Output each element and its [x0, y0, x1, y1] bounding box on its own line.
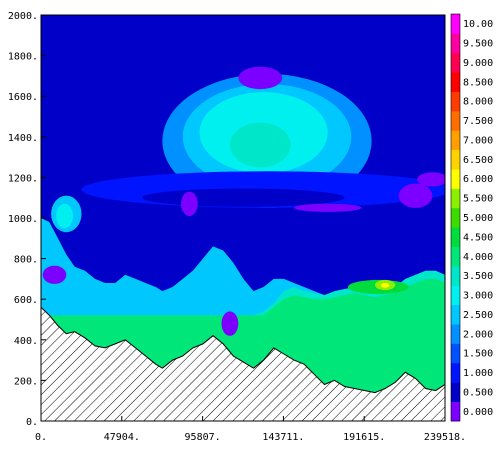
- contour-region-16: [380, 283, 390, 288]
- y-tick-label: 200.: [14, 376, 38, 387]
- colorbar-swatch: [451, 207, 460, 228]
- y-tick-label: 600.: [14, 295, 38, 306]
- contour-region-6: [294, 203, 362, 212]
- contour-region-7: [398, 183, 433, 208]
- contour-region-9: [181, 191, 198, 216]
- x-tick-label: 143711.: [262, 432, 304, 443]
- colorbar-label: 3.000: [463, 291, 493, 302]
- contour-region-3: [229, 122, 291, 168]
- colorbar-swatch: [451, 227, 460, 247]
- colorbar-label: 3.500: [463, 271, 493, 282]
- colorbar-swatch: [451, 72, 460, 92]
- y-tick-label: 1200.: [8, 173, 38, 184]
- x-tick-label: 239518.: [424, 432, 466, 443]
- colorbar-swatch: [451, 246, 460, 267]
- x-tick-label: 0.: [35, 432, 47, 443]
- colorbar-swatch: [451, 169, 460, 189]
- colorbar-label: 6.000: [463, 174, 493, 185]
- y-tick-label: 800.: [14, 255, 38, 266]
- y-tick-label: 1600.: [8, 92, 38, 103]
- colorbar-label: 9.500: [463, 39, 493, 50]
- colorbar-label: 7.500: [463, 116, 493, 127]
- colorbar-label: 2.500: [463, 310, 493, 321]
- x-tick-label: 47904.: [104, 432, 140, 443]
- colorbar-swatch: [451, 285, 460, 306]
- colorbar-label: 4.500: [463, 232, 493, 243]
- colorbar-swatch: [451, 33, 460, 54]
- colorbar-label: 4.000: [463, 252, 493, 263]
- colorbar-swatch: [451, 382, 460, 402]
- x-axis: 0. 47904. 95807. 143711. 191615. 239518.: [35, 416, 466, 443]
- contour-region-10: [42, 265, 67, 284]
- colorbar-label: 5.000: [463, 213, 493, 224]
- y-tick-label: 400.: [14, 336, 38, 347]
- colorbar-label: 1.000: [463, 368, 493, 379]
- colorbar-label: 1.500: [463, 349, 493, 360]
- colorbar-swatch: [451, 52, 460, 73]
- colorbar-label: 8.500: [463, 77, 493, 88]
- colorbar-swatch: [451, 401, 460, 422]
- contour-region-12: [238, 66, 283, 90]
- contour-region-13: [159, 15, 200, 48]
- colorbar: 0.000 0.500 1.000 1.500 2.000 2.500 3.000 3.500…: [450, 13, 493, 422]
- y-tick-label: 0.: [26, 417, 38, 428]
- colorbar-label: 0.000: [463, 407, 493, 418]
- y-tick-label: 1400.: [8, 133, 38, 144]
- y-tick-label: 1800.: [8, 52, 38, 63]
- colorbar-swatch: [451, 130, 460, 151]
- colorbar-swatch: [451, 343, 460, 364]
- y-tick-label: 1000.: [8, 214, 38, 225]
- colorbar-swatch: [451, 324, 460, 344]
- x-tick-label: 95807.: [185, 432, 221, 443]
- colorbar-label: 6.500: [463, 155, 493, 166]
- colorbar-label: 5.500: [463, 194, 493, 205]
- colorbar-swatch: [451, 91, 460, 112]
- colorbar-swatch: [451, 14, 460, 34]
- colorbar-swatch: [451, 362, 460, 383]
- colorbar-label: 7.000: [463, 136, 493, 147]
- colorbar-swatch: [451, 188, 460, 209]
- colorbar-frame: [450, 13, 461, 422]
- colorbar-label: 8.000: [463, 97, 493, 108]
- colorbar-label: 9.000: [463, 58, 493, 69]
- colorbar-label: 10.00: [463, 19, 493, 30]
- contour-region-18: [56, 203, 73, 229]
- contour-region-11: [221, 311, 239, 336]
- terrain-mask: [41, 306, 445, 421]
- y-axis: 0. 200. 400. 600. 800. 1000. 1200. 1400. 1600. 18…: [8, 11, 46, 428]
- colorbar-swatch: [451, 110, 460, 131]
- colorbar-swatch: [451, 266, 460, 286]
- y-tick-label: 2000.: [8, 11, 38, 22]
- contour-region-8: [417, 172, 445, 187]
- colorbar-swatch: [451, 149, 460, 170]
- colorbar-swatch: [451, 304, 460, 325]
- plot-area: [41, 15, 445, 421]
- colorbar-label: 2.000: [463, 329, 493, 340]
- colorbar-label: 0.500: [463, 387, 493, 398]
- x-tick-label: 191615.: [343, 432, 385, 443]
